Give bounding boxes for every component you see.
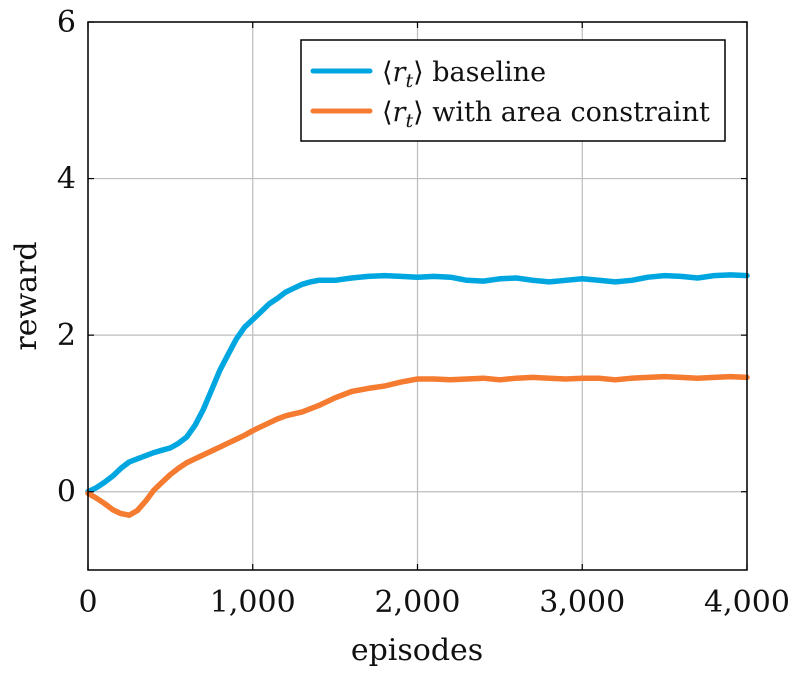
y-tick-label: 4 — [57, 162, 76, 197]
y-tick-label: 6 — [57, 5, 76, 40]
legend-label-baseline: ⟨rt⟩ baseline — [382, 57, 546, 92]
axis-ticks — [87, 21, 748, 570]
x-tick-label: 4,000 — [704, 585, 790, 620]
legend-box — [300, 39, 726, 142]
legend-entry-baseline: ⟨rt⟩ baseline — [310, 57, 546, 92]
legend-label-area-constraint: ⟨rt⟩ with area constraint — [382, 97, 710, 132]
series-line-area-constraint — [85, 373, 750, 518]
x-tick-label: 2,000 — [375, 585, 461, 620]
y-axis-tick-labels: 0 2 4 6 — [57, 5, 76, 510]
y-tick-label: 2 — [57, 318, 76, 353]
x-axis-label: episodes — [351, 633, 483, 668]
series-line-baseline — [85, 272, 750, 495]
x-tick-label: 1,000 — [210, 585, 296, 620]
x-axis-tick-labels: 0 1,000 2,000 3,000 4,000 — [78, 585, 789, 620]
x-tick-label: 0 — [78, 585, 97, 620]
legend: ⟨rt⟩ baseline ⟨rt⟩ with area constraint — [300, 39, 726, 142]
legend-entry-area-constraint: ⟨rt⟩ with area constraint — [310, 97, 710, 132]
series-layer — [85, 272, 750, 518]
x-tick-label: 3,000 — [539, 585, 625, 620]
y-tick-label: 0 — [57, 475, 76, 510]
y-axis-label: reward — [9, 241, 44, 350]
